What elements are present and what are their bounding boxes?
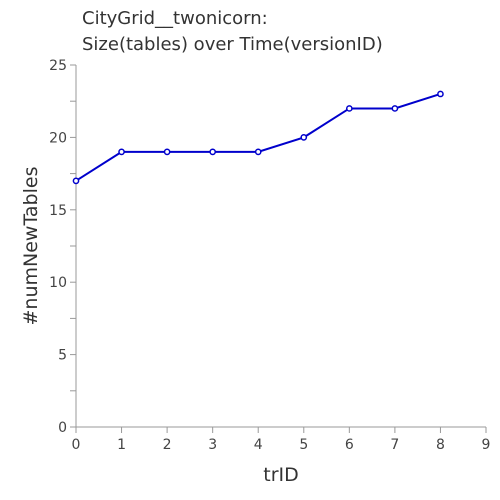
y-axis-label: #numNewTables	[20, 167, 42, 326]
x-tick-label: 0	[72, 437, 81, 453]
data-point	[72, 177, 80, 185]
x-tick-label: 5	[299, 437, 308, 453]
x-tick-label: 7	[390, 437, 399, 453]
data-point	[209, 148, 217, 156]
x-tick-label: 8	[436, 437, 445, 453]
data-point	[163, 148, 171, 156]
y-axis-ticks: 0 5 10 15 20 25	[49, 58, 76, 436]
x-tick-label: 6	[345, 437, 354, 453]
y-tick-label: 25	[49, 58, 67, 74]
x-tick-label: 9	[482, 437, 491, 453]
data-point	[300, 134, 308, 141]
axes	[75, 65, 486, 428]
x-axis-ticks: 0 1 2 3 4 5 6 7 8 9	[72, 427, 491, 453]
y-tick-label: 0	[58, 420, 67, 436]
x-axis-label: trID	[263, 464, 299, 486]
y-tick-label: 5	[58, 348, 67, 364]
x-tick-label: 4	[254, 437, 263, 453]
chart-title-line-1: CityGrid__twonicorn:	[82, 8, 268, 29]
data-point	[437, 90, 444, 98]
series	[72, 90, 444, 185]
y-tick-label: 15	[49, 203, 67, 219]
y-tick-label: 10	[49, 275, 67, 291]
x-tick-label: 2	[163, 437, 172, 453]
data-point	[118, 148, 125, 156]
data-point	[391, 105, 399, 112]
x-tick-label: 3	[208, 437, 217, 453]
chart-title-line-2: Size(tables) over Time(versionID)	[82, 34, 383, 55]
chart-title: CityGrid__twonicorn: Size(tables) over T…	[82, 8, 383, 55]
x-tick-label: 1	[117, 437, 126, 453]
y-tick-label: 20	[49, 130, 67, 146]
data-point	[345, 105, 353, 112]
data-point	[254, 148, 262, 156]
series-line	[75, 93, 441, 182]
